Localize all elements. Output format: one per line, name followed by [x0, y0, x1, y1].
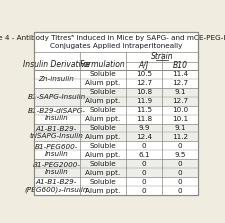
Text: 12.7: 12.7 [171, 98, 187, 104]
Text: Alum ppt.: Alum ppt. [85, 152, 120, 158]
Text: Soluble: Soluble [89, 179, 115, 185]
Text: B1-PEG2000-
Insulin: B1-PEG2000- Insulin [32, 162, 80, 175]
Text: 11.9: 11.9 [135, 98, 151, 104]
Text: 6.1: 6.1 [137, 152, 149, 158]
Text: Strain: Strain [150, 52, 173, 61]
Text: B1-B29-diSAPG-
Insulin: B1-B29-diSAPG- Insulin [27, 108, 85, 121]
Text: Insulin Derivative: Insulin Derivative [23, 60, 90, 69]
Text: 10.0: 10.0 [171, 107, 187, 113]
Text: 0: 0 [177, 188, 182, 194]
Bar [33, 79, 197, 88]
Text: 10.5: 10.5 [135, 71, 151, 77]
Text: 9.9: 9.9 [137, 125, 149, 131]
Text: 12.4: 12.4 [135, 134, 151, 140]
Text: Soluble: Soluble [89, 71, 115, 77]
Text: 10.8: 10.8 [135, 89, 151, 95]
Bar [33, 141, 197, 150]
Text: 11.8: 11.8 [135, 116, 151, 122]
Text: Soluble: Soluble [89, 89, 115, 95]
Text: 0: 0 [141, 170, 146, 176]
Text: Alum ppt.: Alum ppt. [85, 98, 120, 104]
Text: A1-B1-B29-
(PEG600)₂-Insulin: A1-B1-B29- (PEG600)₂-Insulin [25, 179, 88, 193]
Bar [33, 177, 197, 186]
Bar [33, 88, 197, 97]
Text: 0: 0 [177, 161, 182, 167]
Text: B10: B10 [172, 61, 187, 70]
Text: Soluble: Soluble [89, 143, 115, 149]
Text: Soluble: Soluble [89, 125, 115, 131]
Text: 0: 0 [141, 179, 146, 185]
Text: 9.1: 9.1 [173, 125, 185, 131]
Text: Soluble: Soluble [89, 161, 115, 167]
Text: Alum ppt.: Alum ppt. [85, 80, 120, 86]
Text: Alum ppt.: Alum ppt. [85, 134, 120, 140]
Text: A1-B1-B29-
triSAPG-Insulin: A1-B1-B29- triSAPG-Insulin [29, 126, 83, 139]
Bar [33, 150, 197, 159]
Bar [33, 186, 197, 195]
Text: Alum ppt.: Alum ppt. [85, 116, 120, 122]
Text: 11.5: 11.5 [135, 107, 151, 113]
Bar [33, 159, 197, 168]
Bar [33, 106, 197, 115]
Text: B1-SAPG-Insulin: B1-SAPG-Insulin [27, 94, 85, 100]
Text: 10.1: 10.1 [171, 116, 187, 122]
Text: Formulation: Formulation [79, 60, 125, 69]
Bar [33, 70, 197, 79]
Bar [33, 97, 197, 106]
Text: 0: 0 [141, 188, 146, 194]
Text: 9.5: 9.5 [173, 152, 185, 158]
Text: A/J: A/J [138, 61, 148, 70]
Text: 9.1: 9.1 [173, 89, 185, 95]
Text: 11.4: 11.4 [171, 71, 187, 77]
Bar [33, 132, 197, 141]
Text: 0: 0 [141, 161, 146, 167]
Text: 0: 0 [177, 170, 182, 176]
Text: 12.7: 12.7 [171, 80, 187, 86]
Text: Alum ppt.: Alum ppt. [85, 170, 120, 176]
Text: 0: 0 [177, 179, 182, 185]
Text: B1-PEG600-
Insulin: B1-PEG600- Insulin [35, 144, 78, 157]
Bar [33, 168, 197, 177]
Text: Soluble: Soluble [89, 107, 115, 113]
Text: Zn-insulin: Zn-insulin [38, 76, 74, 82]
Bar [33, 115, 197, 124]
Text: 0: 0 [177, 143, 182, 149]
Text: 0: 0 [141, 143, 146, 149]
Text: 12.7: 12.7 [135, 80, 151, 86]
Text: 11.2: 11.2 [171, 134, 187, 140]
Text: Alum ppt.: Alum ppt. [85, 188, 120, 194]
Text: Table 4 - Antibody Titresᵃ Induced in Mice by SAPG- and mCE-PEG-Insulin
Conjugat: Table 4 - Antibody Titresᵃ Induced in Mi… [0, 35, 225, 49]
Bar [33, 124, 197, 132]
